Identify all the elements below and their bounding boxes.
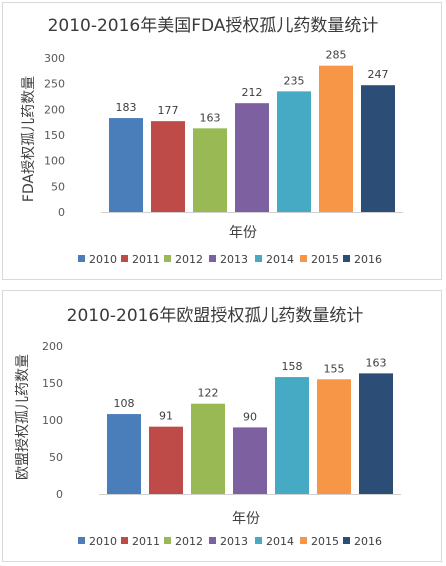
data-label: 163 xyxy=(366,356,387,369)
chart-panel-fda: 2010-2016年美国FDA授权孤儿药数量统计 FDA授权孤儿药数量 年份 0… xyxy=(2,2,442,280)
legend-swatch xyxy=(300,255,307,262)
legend-swatch xyxy=(78,537,85,544)
bar-2013 xyxy=(235,103,269,212)
legend-entry: 2010 xyxy=(89,535,117,548)
y-tick-label: 50 xyxy=(49,451,63,464)
data-label: 155 xyxy=(324,362,345,375)
bar-2010 xyxy=(109,118,143,212)
legend-entry: 2011 xyxy=(132,253,160,266)
bar-2011 xyxy=(149,426,183,494)
legend-swatch xyxy=(343,255,350,262)
data-label: 158 xyxy=(282,360,303,373)
legend-entry: 2015 xyxy=(311,535,339,548)
legend-entry: 2015 xyxy=(311,253,339,266)
bar-2015 xyxy=(319,65,353,212)
legend-swatch xyxy=(164,255,171,262)
y-tick-label: 250 xyxy=(44,78,65,91)
y-tick-label: 0 xyxy=(56,488,63,501)
bar-2016 xyxy=(359,373,393,494)
data-label: 90 xyxy=(243,410,257,423)
legend-swatch xyxy=(300,537,307,544)
legend-swatch xyxy=(121,255,128,262)
y-tick-label: 50 xyxy=(51,180,65,193)
data-label: 122 xyxy=(198,387,219,400)
legend-entry: 2012 xyxy=(175,253,203,266)
bar-2015 xyxy=(317,379,351,494)
legend-swatch xyxy=(209,255,216,262)
legend-swatch xyxy=(78,255,85,262)
y-tick-label: 100 xyxy=(44,155,65,168)
legend-entry: 2013 xyxy=(220,253,248,266)
chart-panel-eu: 2010-2016年欧盟授权孤儿药数量统计 欧盟授权孤儿药数量 年份 0 50 10… xyxy=(2,290,442,562)
legend-entry: 2016 xyxy=(354,253,382,266)
bar-2010 xyxy=(107,414,141,494)
x-axis-label: 年份 xyxy=(232,511,260,527)
data-label: 183 xyxy=(116,101,137,114)
eu-bar-chart: 2010-2016年欧盟授权孤儿药数量统计 欧盟授权孤儿药数量 年份 0 50 10… xyxy=(15,306,401,548)
legend-swatch xyxy=(164,537,171,544)
y-axis-label: 欧盟授权孤儿药数量 xyxy=(15,354,31,480)
y-tick-label: 0 xyxy=(58,206,65,219)
chart-title: 2010-2016年美国FDA授权孤儿药数量统计 xyxy=(48,16,379,36)
bar-2013 xyxy=(233,427,267,494)
bar-2012 xyxy=(193,128,227,212)
bar-2012 xyxy=(191,403,225,494)
y-tick-label: 100 xyxy=(42,414,63,427)
chart-title: 2010-2016年欧盟授权孤儿药数量统计 xyxy=(67,306,364,326)
data-label: 212 xyxy=(242,86,263,99)
y-tick-label: 200 xyxy=(42,340,63,353)
legend-entry: 2016 xyxy=(354,535,382,548)
data-label: 108 xyxy=(114,397,135,410)
legend-entry: 2014 xyxy=(266,253,294,266)
legend-entry: 2010 xyxy=(89,253,117,266)
data-label: 247 xyxy=(368,68,389,81)
legend-entry: 2014 xyxy=(266,535,294,548)
x-axis-label: 年份 xyxy=(229,225,257,241)
legend-swatch xyxy=(343,537,350,544)
legend-entry: 2013 xyxy=(220,535,248,548)
legend-swatch xyxy=(121,537,128,544)
data-label: 177 xyxy=(158,104,179,117)
data-label: 235 xyxy=(284,74,305,87)
legend-entry: 2012 xyxy=(175,535,203,548)
bar-2014 xyxy=(277,91,311,212)
data-label: 91 xyxy=(159,410,173,423)
y-axis-label: FDA授权孤儿药数量 xyxy=(21,76,37,202)
bar-2014 xyxy=(275,377,309,494)
y-tick-label: 150 xyxy=(42,377,63,390)
data-label: 285 xyxy=(326,49,347,62)
bar-2011 xyxy=(151,121,185,212)
legend-entry: 2011 xyxy=(132,535,160,548)
legend-swatch xyxy=(209,537,216,544)
fda-bar-chart: 2010-2016年美国FDA授权孤儿药数量统计 FDA授权孤儿药数量 年份 0… xyxy=(21,16,403,266)
bar-2016 xyxy=(361,85,395,212)
legend-swatch xyxy=(255,537,262,544)
y-tick-label: 200 xyxy=(44,103,65,116)
y-tick-label: 150 xyxy=(44,129,65,142)
y-tick-label: 300 xyxy=(44,52,65,65)
data-label: 163 xyxy=(200,111,221,124)
legend-swatch xyxy=(255,255,262,262)
